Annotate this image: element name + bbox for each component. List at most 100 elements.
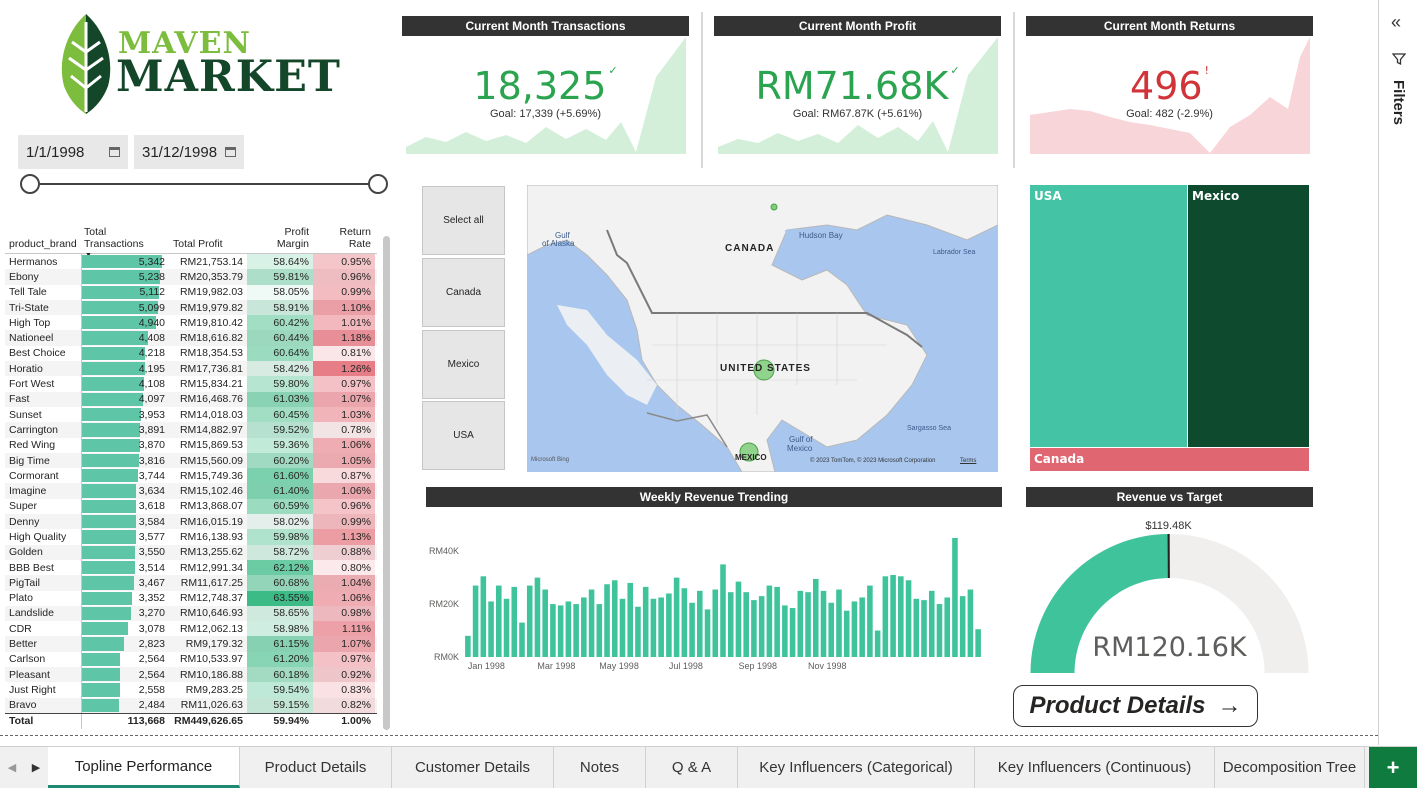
weekly-revenue-bar[interactable] bbox=[820, 590, 827, 657]
weekly-revenue-bar[interactable] bbox=[782, 605, 788, 657]
weekly-revenue-bar[interactable] bbox=[735, 581, 742, 657]
treemap-canada[interactable]: Canada bbox=[1030, 448, 1309, 471]
table-row[interactable]: Big Time 3,816 RM15,560.09 60.20% 1.05% bbox=[5, 452, 377, 469]
tab-decomposition-tree[interactable]: Decomposition Tree bbox=[1215, 747, 1365, 788]
weekly-revenue-bar[interactable] bbox=[666, 593, 672, 658]
weekly-revenue-bar[interactable] bbox=[519, 622, 525, 657]
date-range-start-handle[interactable] bbox=[20, 174, 40, 194]
tab-key-influencers-categorical[interactable]: Key Influencers (Categorical) bbox=[738, 747, 975, 788]
table-row[interactable]: Just Right 2,558 RM9,283.25 59.54% 0.83% bbox=[5, 682, 377, 698]
country-slicer-canada[interactable]: Canada bbox=[422, 258, 505, 327]
weekly-revenue-bar[interactable] bbox=[650, 598, 657, 657]
table-row[interactable]: Best Choice 4,218 RM18,354.53 60.64% 0.81% bbox=[5, 345, 377, 362]
table-row[interactable]: Tri-State 5,099 RM19,979.82 58.91% 1.10% bbox=[5, 299, 377, 316]
weekly-revenue-bar[interactable] bbox=[944, 597, 950, 657]
tab-notes[interactable]: Notes bbox=[554, 747, 646, 788]
table-row[interactable]: Cormorant 3,744 RM15,749.36 61.60% 0.87% bbox=[5, 468, 377, 484]
weekly-revenue-bar[interactable] bbox=[581, 597, 587, 657]
prev-page-arrow[interactable]: ◀ bbox=[7, 762, 17, 774]
weekly-revenue-bar[interactable] bbox=[967, 589, 974, 657]
weekly-revenue-bar[interactable] bbox=[774, 586, 780, 657]
header-total-transactions[interactable]: Total Transactions ▼ bbox=[81, 226, 167, 259]
table-row[interactable]: Bravo 2,484 RM11,026.63 59.15% 0.82% bbox=[5, 697, 377, 713]
country-slicer-usa[interactable]: USA bbox=[422, 401, 505, 470]
weekly-revenue-bar[interactable] bbox=[720, 564, 726, 657]
weekly-revenue-bar[interactable] bbox=[596, 604, 603, 657]
weekly-revenue-bar[interactable] bbox=[789, 608, 796, 657]
weekly-revenue-bar[interactable] bbox=[712, 589, 719, 657]
weekly-revenue-bar[interactable] bbox=[611, 580, 618, 657]
weekly-revenue-bar[interactable] bbox=[952, 537, 958, 657]
table-row[interactable]: PigTail 3,467 RM11,617.25 60.68% 1.04% bbox=[5, 575, 377, 591]
weekly-revenue-bar[interactable] bbox=[905, 580, 912, 657]
weekly-revenue-bar[interactable] bbox=[472, 585, 479, 657]
weekly-revenue-bar[interactable] bbox=[565, 601, 572, 657]
weekly-revenue-bar[interactable] bbox=[503, 598, 510, 657]
weekly-revenue-bar[interactable] bbox=[588, 589, 595, 657]
weekly-revenue-bar[interactable] bbox=[743, 592, 749, 657]
header-product-brand[interactable]: product_brand bbox=[9, 238, 77, 250]
weekly-revenue-bar[interactable] bbox=[526, 585, 533, 657]
weekly-revenue-bar[interactable] bbox=[689, 602, 695, 657]
weekly-revenue-bar[interactable] bbox=[673, 577, 680, 658]
map-terms-link[interactable]: Terms bbox=[960, 458, 977, 464]
country-slicer-select-all[interactable]: Select all bbox=[422, 186, 505, 255]
weekly-revenue-bar[interactable] bbox=[697, 590, 703, 657]
table-row[interactable]: High Top 4,940 RM19,810.42 60.42% 1.01% bbox=[5, 315, 377, 331]
table-row[interactable]: Fast 4,097 RM16,468.76 61.03% 1.07% bbox=[5, 391, 377, 407]
weekly-revenue-bar[interactable] bbox=[627, 582, 634, 657]
weekly-revenue-bar[interactable] bbox=[836, 589, 842, 657]
end-date-input[interactable]: 31/12/1998 bbox=[134, 135, 244, 169]
table-row[interactable]: Landslide 3,270 RM10,646.93 58.65% 0.98% bbox=[5, 605, 377, 622]
table-row[interactable]: Sunset 3,953 RM14,018.03 60.45% 1.03% bbox=[5, 406, 377, 423]
weekly-revenue-bar[interactable] bbox=[751, 600, 757, 657]
weekly-revenue-bar[interactable] bbox=[859, 597, 865, 657]
table-row[interactable]: Imagine 3,634 RM15,102.46 61.40% 1.06% bbox=[5, 483, 377, 499]
table-row[interactable]: Horatio 4,195 RM17,736.81 58.42% 1.26% bbox=[5, 361, 377, 377]
table-row[interactable]: BBB Best 3,514 RM12,991.34 62.12% 0.80% bbox=[5, 559, 377, 576]
weekly-revenue-bar[interactable] bbox=[488, 601, 494, 657]
table-row[interactable]: Carrington 3,891 RM14,882.97 59.52% 0.78% bbox=[5, 422, 377, 438]
tab-topline-performance[interactable]: Topline Performance bbox=[48, 747, 240, 788]
weekly-revenue-bar[interactable] bbox=[913, 598, 920, 657]
weekly-revenue-bar[interactable] bbox=[828, 602, 835, 657]
tab-q-a[interactable]: Q & A bbox=[646, 747, 738, 788]
weekly-revenue-bar[interactable] bbox=[642, 586, 649, 657]
weekly-revenue-bar[interactable] bbox=[681, 588, 688, 657]
weekly-revenue-bar[interactable] bbox=[557, 605, 564, 657]
weekly-revenue-bar[interactable] bbox=[766, 585, 773, 657]
table-row[interactable]: Plato 3,352 RM12,748.37 63.55% 1.06% bbox=[5, 590, 377, 606]
weekly-revenue-bar[interactable] bbox=[542, 589, 548, 657]
table-row[interactable]: Nationeel 4,408 RM18,616.82 60.44% 1.18% bbox=[5, 330, 377, 346]
date-range-end-handle[interactable] bbox=[368, 174, 388, 194]
gauge-value-arc[interactable] bbox=[1030, 534, 1170, 673]
table-row[interactable]: Better 2,823 RM9,179.32 61.15% 1.07% bbox=[5, 636, 377, 652]
weekly-revenue-bar[interactable] bbox=[635, 606, 641, 657]
table-row[interactable]: Fort West 4,108 RM15,834.21 59.80% 0.97% bbox=[5, 376, 377, 392]
country-map[interactable]: CANADA UNITED STATES MEXICO Gulf of Alas… bbox=[527, 185, 998, 472]
weekly-revenue-bar[interactable] bbox=[851, 601, 858, 657]
weekly-revenue-bar[interactable] bbox=[658, 597, 664, 657]
header-total-profit[interactable]: Total Profit bbox=[173, 238, 223, 250]
tab-key-influencers-continuous[interactable]: Key Influencers (Continuous) bbox=[975, 747, 1215, 788]
weekly-revenue-bar[interactable] bbox=[465, 635, 471, 657]
country-slicer-mexico[interactable]: Mexico bbox=[422, 330, 505, 399]
table-row[interactable]: Ebony 5,238 RM20,353.79 59.81% 0.96% bbox=[5, 269, 377, 285]
table-scrollbar[interactable] bbox=[383, 236, 390, 730]
table-row[interactable]: High Quality 3,577 RM16,138.93 59.98% 1.13% bbox=[5, 529, 377, 545]
table-row[interactable]: Red Wing 3,870 RM15,869.53 59.36% 1.06% bbox=[5, 437, 377, 453]
weekly-revenue-bar[interactable] bbox=[797, 590, 804, 657]
filters-label[interactable]: Filters bbox=[1390, 80, 1407, 126]
tab-product-details[interactable]: Product Details bbox=[240, 747, 392, 788]
table-row[interactable]: Pleasant 2,564 RM10,186.88 60.18% 0.92% bbox=[5, 667, 377, 683]
weekly-revenue-bar[interactable] bbox=[727, 592, 734, 657]
weekly-revenue-bar[interactable] bbox=[812, 578, 819, 657]
header-profit-margin[interactable]: Profit Margin bbox=[276, 226, 309, 250]
table-row[interactable]: Denny 3,584 RM16,015.19 58.02% 0.99% bbox=[5, 514, 377, 530]
weekly-revenue-bar[interactable] bbox=[604, 584, 610, 657]
table-row[interactable]: Tell Tale 5,112 RM19,982.03 58.05% 0.99% bbox=[5, 284, 377, 300]
weekly-revenue-bar[interactable] bbox=[480, 576, 487, 657]
weekly-revenue-bar[interactable] bbox=[882, 576, 889, 657]
weekly-revenue-bar[interactable] bbox=[758, 596, 765, 657]
weekly-revenue-bar[interactable] bbox=[550, 604, 556, 657]
